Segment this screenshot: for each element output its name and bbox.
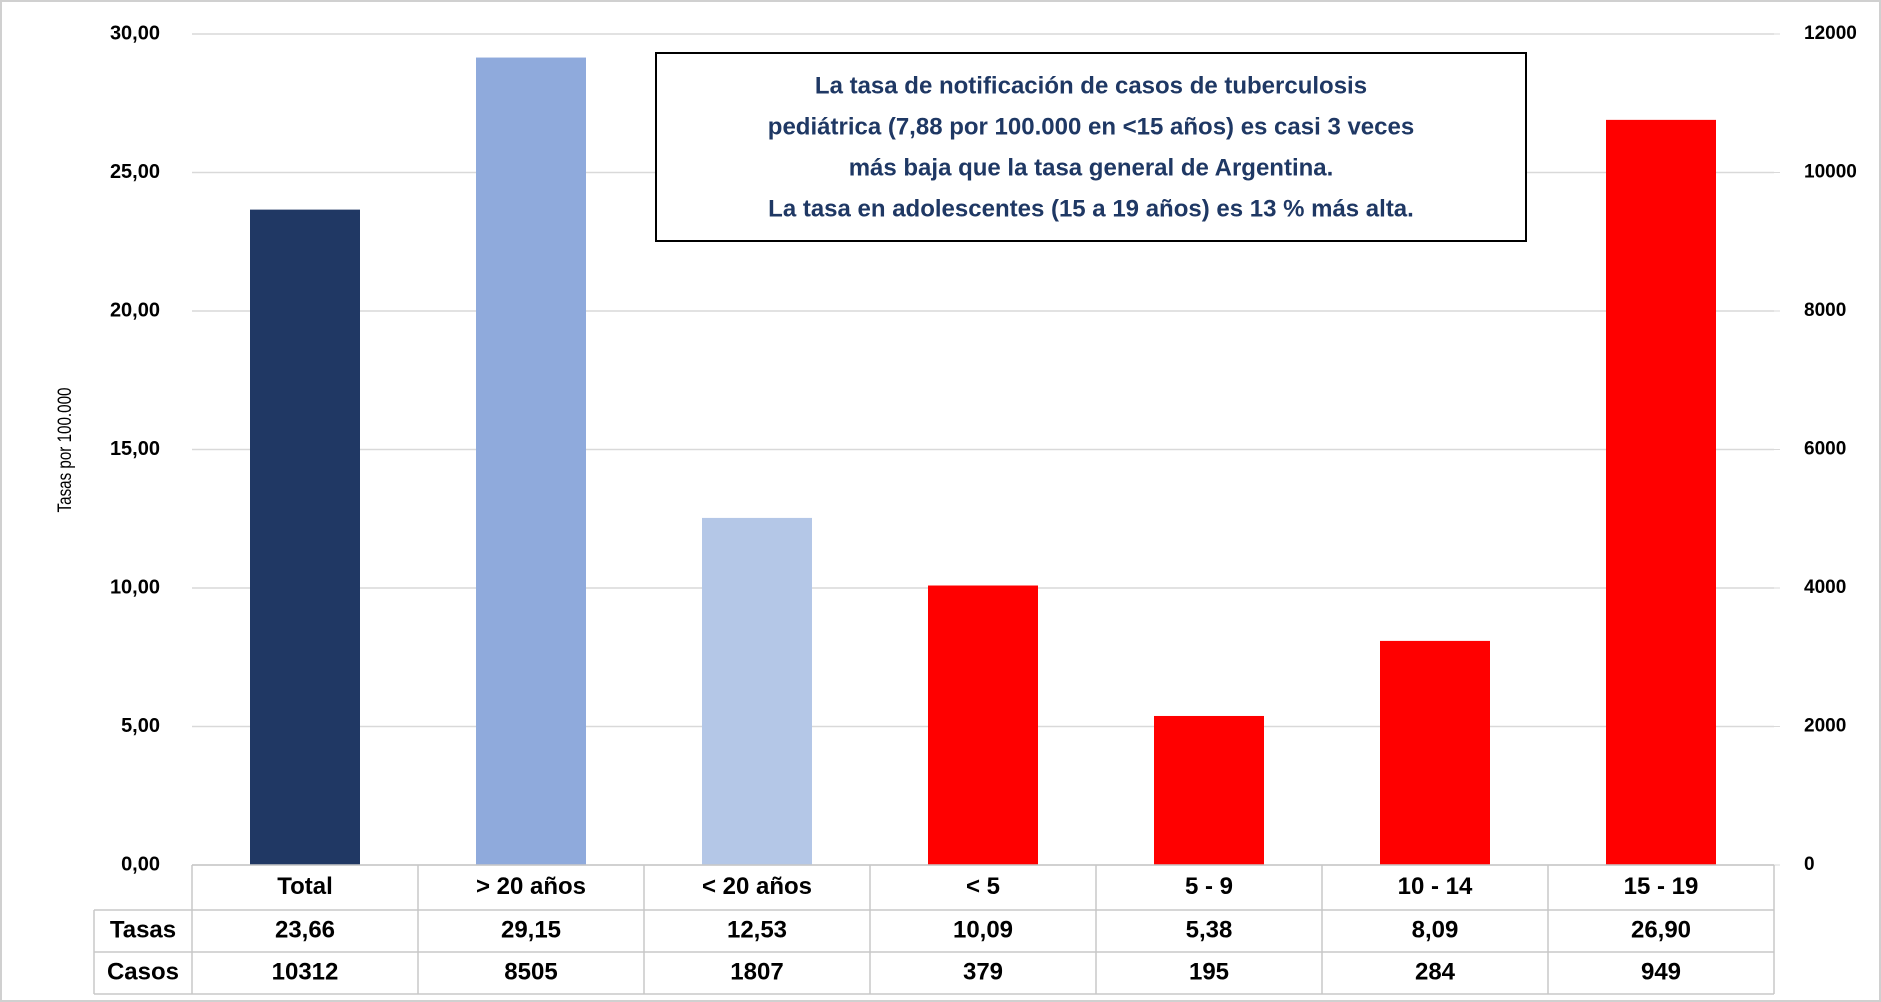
x-tick-label: 15 - 19 [1624,873,1699,900]
annotation-text: más baja que la tasa general de Argentin… [849,154,1334,181]
legend-label: Casos [107,958,179,985]
x-tick-label: Total [277,873,333,900]
bar [702,517,812,865]
table-value: 949 [1641,958,1681,985]
bar [1380,640,1490,865]
y-tick-label: 30,00 [110,22,160,44]
annotation-box [655,52,1527,242]
y2-tick-label: 6000 [1804,439,1846,460]
y2-tick-label: 10000 [1804,162,1857,183]
table-value: 284 [1415,958,1456,985]
table-value: 12,53 [727,916,787,943]
table-value: 8,09 [1412,916,1459,943]
x-tick-label: < 5 [966,873,1000,900]
y-tick-label: 25,00 [110,161,160,183]
table-value: 1807 [730,958,783,985]
table-value: 10,09 [953,916,1013,943]
y2-tick-label: 2000 [1804,716,1846,737]
y-tick-label: 10,00 [110,576,160,598]
y-tick-label: 0,00 [121,853,160,875]
table-value: 195 [1189,958,1229,985]
y2-tick-label: 0 [1804,854,1815,875]
table-value: 29,15 [501,916,561,943]
y2-tick-label: 8000 [1804,300,1846,321]
table-value: 8505 [504,958,557,985]
y2-tick-label: 12000 [1804,23,1857,44]
legend-label: Tasas [110,916,176,943]
bar [250,209,360,866]
table-value: 26,90 [1631,916,1691,943]
x-tick-label: < 20 años [702,873,812,900]
y-tick-label: 20,00 [110,299,160,321]
annotation-text: pediátrica (7,88 por 100.000 en <15 años… [768,113,1414,140]
table-value: 379 [963,958,1003,985]
annotation-text: La tasa de notificación de casos de tube… [815,72,1367,99]
x-tick-label: 5 - 9 [1185,873,1233,900]
table-value: 23,66 [275,916,335,943]
table-value: 10312 [272,958,339,985]
y2-tick-label: 4000 [1804,577,1846,598]
x-tick-label: 10 - 14 [1398,873,1473,900]
x-tick-label: > 20 años [476,873,586,900]
y-tick-label: 5,00 [121,715,160,737]
table-value: 5,38 [1186,916,1233,943]
bar [928,585,1038,865]
y-axis-label: Tasas por 100.000 [53,388,75,513]
bar [1154,715,1264,865]
bar [1606,119,1716,866]
annotation-text: La tasa en adolescentes (15 a 19 años) e… [768,195,1414,222]
y-tick-label: 15,00 [110,438,160,460]
bar [476,57,586,866]
